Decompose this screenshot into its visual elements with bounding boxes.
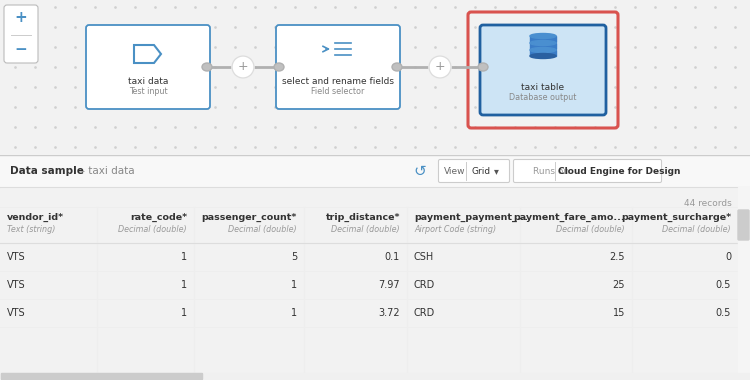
FancyBboxPatch shape [86,25,210,109]
Text: Test input: Test input [129,87,167,95]
Text: Decimal (double): Decimal (double) [556,225,625,233]
Text: VTS: VTS [7,280,26,290]
Text: Database output: Database output [509,93,577,103]
Text: vendor_id*: vendor_id* [7,212,64,222]
Text: Decimal (double): Decimal (double) [118,225,187,233]
Text: 1: 1 [181,280,187,290]
Text: CSH: CSH [414,252,434,262]
Text: Airport Code (string): Airport Code (string) [414,225,497,233]
Bar [738,187,750,380]
Text: ▾: ▾ [494,166,499,176]
Text: View: View [444,166,466,176]
Text: 7.97: 7.97 [378,280,400,290]
Text: Decimal (double): Decimal (double) [332,225,400,233]
Text: Decimal (double): Decimal (double) [662,225,731,233]
Ellipse shape [478,63,488,71]
Text: 0.1: 0.1 [385,252,400,262]
Ellipse shape [530,48,556,52]
Text: select and rename fields: select and rename fields [282,76,394,86]
Text: Text (string): Text (string) [7,225,56,233]
Text: VTS: VTS [7,252,26,262]
Text: 1: 1 [291,308,297,318]
Bar [0,373,750,380]
Text: −: − [15,43,27,57]
Text: payment_surcharge*: payment_surcharge* [621,212,731,222]
Text: 5: 5 [291,252,297,262]
Text: Grid: Grid [472,166,490,176]
Text: 1: 1 [291,280,297,290]
Ellipse shape [274,63,284,71]
Text: 1: 1 [181,252,187,262]
Bar [530,43,556,49]
Text: passenger_count*: passenger_count* [202,212,297,222]
FancyBboxPatch shape [514,160,662,182]
Text: 0.5: 0.5 [716,280,731,290]
Bar [530,50,556,56]
Text: VTS: VTS [7,308,26,318]
FancyBboxPatch shape [439,160,509,182]
Ellipse shape [202,63,212,71]
Text: Data sample: Data sample [10,166,84,176]
Ellipse shape [530,41,556,46]
Text: 0: 0 [724,252,731,262]
Text: 1: 1 [181,308,187,318]
Ellipse shape [530,54,556,59]
Text: Decimal (double): Decimal (double) [228,225,297,233]
FancyBboxPatch shape [4,5,38,63]
Text: ↺: ↺ [414,163,426,179]
Text: - taxi data: - taxi data [78,166,135,176]
Bar [0,155,750,187]
FancyBboxPatch shape [738,210,749,240]
Text: rate_code*: rate_code* [130,212,187,222]
Ellipse shape [530,33,556,38]
Text: +: + [15,10,27,24]
Text: 25: 25 [613,280,625,290]
Text: trip_distance*: trip_distance* [326,212,400,222]
FancyBboxPatch shape [276,25,400,109]
Circle shape [232,56,254,78]
Text: 44 records: 44 records [684,198,732,207]
Text: payment_payment_...: payment_payment_... [414,212,528,222]
Text: CRD: CRD [414,308,435,318]
Text: +: + [435,60,445,73]
Bar [530,36,556,42]
Circle shape [429,56,451,78]
Text: taxi table: taxi table [521,84,565,92]
Text: 0.5: 0.5 [716,308,731,318]
Text: 15: 15 [613,308,625,318]
Text: CRD: CRD [414,280,435,290]
Text: Runs on: Runs on [533,166,569,176]
Text: payment_fare_amo...: payment_fare_amo... [513,212,625,222]
Text: +: + [238,60,248,73]
Text: Field selector: Field selector [311,87,364,95]
Text: 3.72: 3.72 [378,308,400,318]
Ellipse shape [392,63,402,71]
Text: taxi data: taxi data [128,76,168,86]
FancyBboxPatch shape [2,374,202,380]
Text: 2.5: 2.5 [610,252,625,262]
FancyBboxPatch shape [480,25,606,115]
Text: Cloud Engine for Design: Cloud Engine for Design [558,166,680,176]
